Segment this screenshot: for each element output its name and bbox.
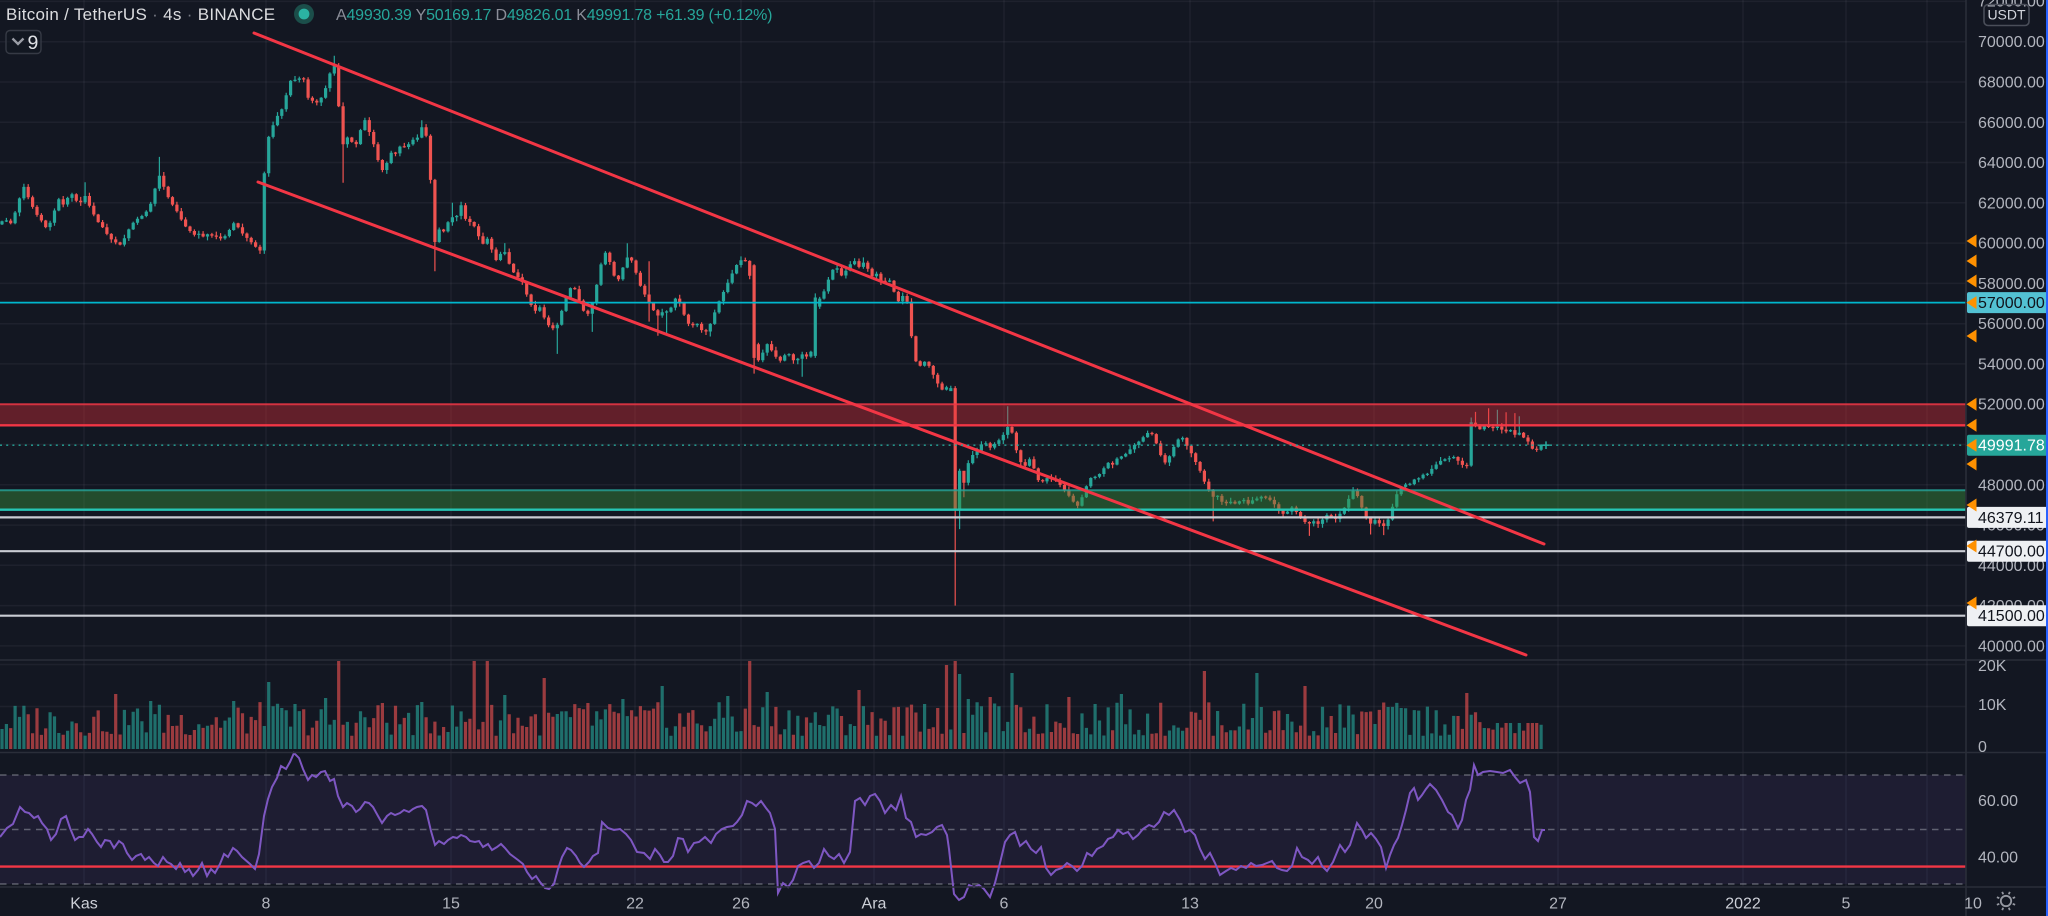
svg-text:62000.00: 62000.00: [1978, 195, 2045, 212]
svg-text:60000.00: 60000.00: [1978, 236, 2045, 253]
svg-text:A49930.39 Y50169.17 D49826.01: A49930.39 Y50169.17 D49826.01 K49991.78 …: [336, 7, 772, 24]
svg-text:52000.00: 52000.00: [1978, 397, 2045, 414]
svg-text:40.00: 40.00: [1978, 849, 2018, 866]
svg-text:26: 26: [732, 896, 750, 913]
svg-text:68000.00: 68000.00: [1978, 75, 2045, 92]
svg-text:0: 0: [1978, 739, 1987, 756]
svg-text:58000.00: 58000.00: [1978, 276, 2045, 293]
svg-text:57000.00: 57000.00: [1978, 295, 2045, 312]
svg-text:9: 9: [28, 32, 39, 54]
svg-text:27: 27: [1549, 896, 1567, 913]
svg-text:44700.00: 44700.00: [1978, 544, 2045, 561]
svg-text:40000.00: 40000.00: [1978, 638, 2045, 655]
svg-text:22: 22: [626, 896, 644, 913]
svg-text:66000.00: 66000.00: [1978, 115, 2045, 132]
svg-text:5: 5: [1842, 896, 1851, 913]
svg-text:41500.00: 41500.00: [1978, 608, 2045, 625]
svg-text:USDT: USDT: [1987, 7, 2026, 23]
svg-text:20: 20: [1365, 896, 1383, 913]
svg-text:46379.11: 46379.11: [1978, 510, 2044, 527]
svg-text:60.00: 60.00: [1978, 793, 2018, 810]
svg-text:54000.00: 54000.00: [1978, 356, 2045, 373]
svg-text:Ara: Ara: [862, 896, 887, 913]
svg-text:20K: 20K: [1978, 658, 2007, 675]
svg-text:10K: 10K: [1978, 697, 2007, 714]
svg-text:70000.00: 70000.00: [1978, 34, 2045, 51]
svg-text:64000.00: 64000.00: [1978, 155, 2045, 172]
svg-text:13: 13: [1181, 896, 1199, 913]
svg-text:10: 10: [1964, 896, 1982, 913]
svg-text:2022: 2022: [1725, 896, 1761, 913]
svg-text:8: 8: [262, 896, 271, 913]
svg-text:15: 15: [442, 896, 460, 913]
svg-text:48000.00: 48000.00: [1978, 477, 2045, 494]
svg-text:Bitcoin / TetherUS · 4s · BINA: Bitcoin / TetherUS · 4s · BINANCE: [6, 5, 275, 24]
svg-text:6: 6: [1000, 896, 1009, 913]
svg-text:44000.00: 44000.00: [1978, 558, 2045, 575]
svg-text:49991.78: 49991.78: [1978, 438, 2045, 455]
svg-text:56000.00: 56000.00: [1978, 316, 2045, 333]
svg-text:Kas: Kas: [70, 896, 98, 913]
